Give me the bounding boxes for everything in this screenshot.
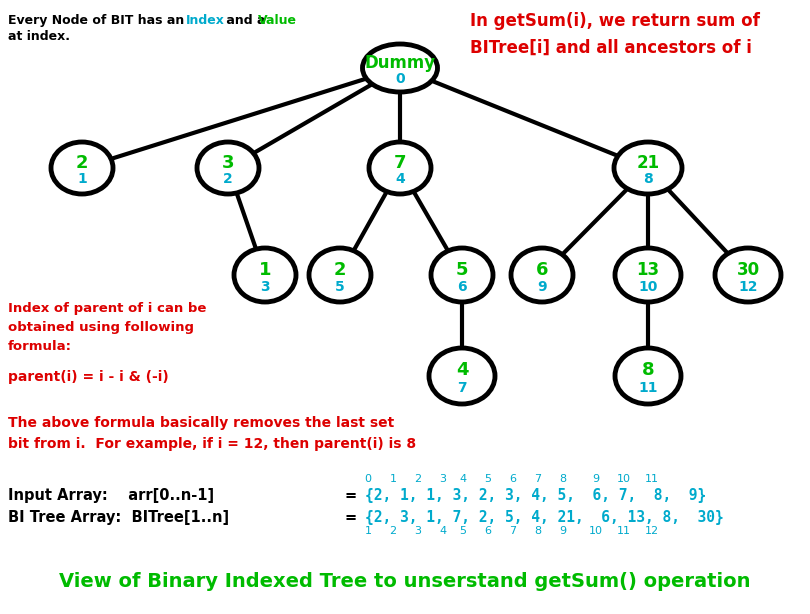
Text: 2: 2 xyxy=(415,474,421,484)
Text: 6: 6 xyxy=(509,474,517,484)
Text: In getSum(i), we return sum of
BITree[i] and all ancestors of i: In getSum(i), we return sum of BITree[i]… xyxy=(470,12,760,56)
Text: 12: 12 xyxy=(738,280,757,294)
Text: 8: 8 xyxy=(643,173,653,187)
Text: 11: 11 xyxy=(638,381,658,395)
Text: 8: 8 xyxy=(560,474,566,484)
Text: =: = xyxy=(345,510,357,525)
Text: 6: 6 xyxy=(535,260,548,279)
Text: 4: 4 xyxy=(456,362,468,379)
Text: at index.: at index. xyxy=(8,30,70,43)
Ellipse shape xyxy=(234,248,296,302)
Ellipse shape xyxy=(51,142,113,194)
Ellipse shape xyxy=(363,44,437,92)
Text: 11: 11 xyxy=(645,474,659,484)
Text: 5: 5 xyxy=(456,260,468,279)
Ellipse shape xyxy=(614,142,682,194)
Text: {2, 1, 1, 3, 2, 3, 4, 5,  6, 7,  8,  9}: {2, 1, 1, 3, 2, 3, 4, 5, 6, 7, 8, 9} xyxy=(365,488,706,503)
Text: 9: 9 xyxy=(537,280,547,294)
Text: Index of parent of i can be
obtained using following
formula:: Index of parent of i can be obtained usi… xyxy=(8,302,207,353)
Text: 7: 7 xyxy=(509,526,517,536)
Text: 1: 1 xyxy=(258,260,271,279)
Text: 10: 10 xyxy=(638,280,658,294)
Text: 3: 3 xyxy=(222,154,234,172)
Text: 9: 9 xyxy=(560,526,566,536)
Text: 7: 7 xyxy=(394,154,407,172)
Ellipse shape xyxy=(309,248,371,302)
Ellipse shape xyxy=(197,142,259,194)
Text: 5: 5 xyxy=(459,526,467,536)
Text: =: = xyxy=(345,488,357,503)
Text: The above formula basically removes the last set
bit from i.  For example, if i : The above formula basically removes the … xyxy=(8,416,416,451)
Text: Dummy: Dummy xyxy=(364,54,436,72)
Text: 11: 11 xyxy=(617,526,631,536)
Text: Value: Value xyxy=(258,14,297,27)
Text: 5: 5 xyxy=(335,280,345,294)
Text: 21: 21 xyxy=(637,154,659,172)
Text: 2: 2 xyxy=(223,173,233,187)
Text: View of Binary Indexed Tree to unserstand getSum() operation: View of Binary Indexed Tree to unserstan… xyxy=(59,572,751,591)
Text: 2: 2 xyxy=(76,154,88,172)
Text: 1: 1 xyxy=(364,526,372,536)
Text: 0: 0 xyxy=(395,72,405,85)
Text: 30: 30 xyxy=(736,260,760,279)
Text: and a: and a xyxy=(222,14,270,27)
Text: 2: 2 xyxy=(390,526,397,536)
Text: 2: 2 xyxy=(334,260,346,279)
Text: 12: 12 xyxy=(645,526,659,536)
Text: parent(i) = i - i & (-i): parent(i) = i - i & (-i) xyxy=(8,370,168,384)
Ellipse shape xyxy=(615,348,681,404)
Ellipse shape xyxy=(511,248,573,302)
Text: 10: 10 xyxy=(617,474,631,484)
Text: 6: 6 xyxy=(484,526,492,536)
Ellipse shape xyxy=(431,248,493,302)
Text: 13: 13 xyxy=(637,260,659,279)
Ellipse shape xyxy=(715,248,781,302)
Text: 3: 3 xyxy=(440,474,446,484)
Text: 7: 7 xyxy=(457,381,467,395)
Text: 5: 5 xyxy=(484,474,492,484)
Text: 10: 10 xyxy=(589,526,603,536)
Text: 7: 7 xyxy=(535,474,542,484)
Text: 4: 4 xyxy=(440,526,446,536)
Text: 6: 6 xyxy=(457,280,467,294)
Ellipse shape xyxy=(429,348,495,404)
Text: {2, 3, 1, 7, 2, 5, 4, 21,  6, 13, 8,  30}: {2, 3, 1, 7, 2, 5, 4, 21, 6, 13, 8, 30} xyxy=(365,510,724,525)
Text: 8: 8 xyxy=(535,526,542,536)
Text: Every Node of BIT has an: Every Node of BIT has an xyxy=(8,14,189,27)
Ellipse shape xyxy=(369,142,431,194)
Text: 1: 1 xyxy=(390,474,397,484)
Text: 8: 8 xyxy=(642,362,654,379)
Text: 9: 9 xyxy=(592,474,599,484)
Ellipse shape xyxy=(615,248,681,302)
Text: Index: Index xyxy=(186,14,225,27)
Text: 3: 3 xyxy=(260,280,270,294)
Text: 3: 3 xyxy=(415,526,421,536)
Text: 4: 4 xyxy=(395,173,405,187)
Text: 0: 0 xyxy=(364,474,372,484)
Text: BI Tree Array:  BITree[1..n]: BI Tree Array: BITree[1..n] xyxy=(8,510,229,525)
Text: 1: 1 xyxy=(77,173,87,187)
Text: 4: 4 xyxy=(459,474,467,484)
Text: Input Array:    arr[0..n-1]: Input Array: arr[0..n-1] xyxy=(8,488,214,503)
